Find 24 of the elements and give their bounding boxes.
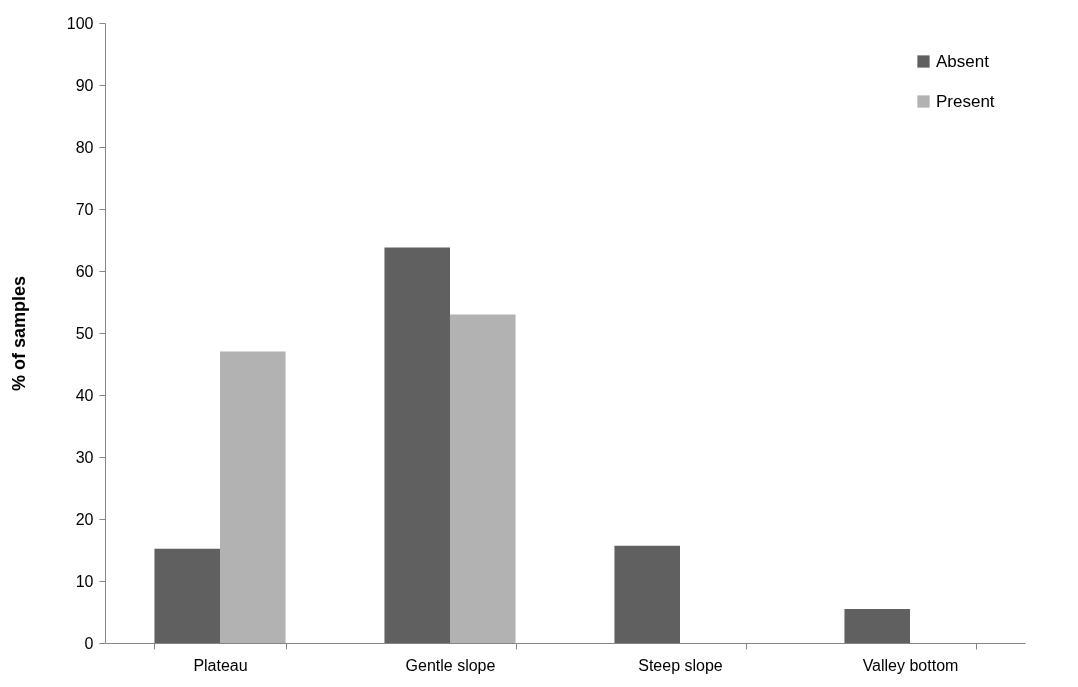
- bar: [384, 247, 450, 643]
- bar: [154, 548, 220, 643]
- y-tick-label: 50: [75, 324, 94, 342]
- y-axis-title: % of samples: [8, 275, 29, 392]
- legend-label: Absent: [936, 51, 990, 71]
- y-tick-label: 60: [75, 262, 94, 280]
- x-tick-label: Valley bottom: [862, 656, 959, 674]
- y-tick-label: 40: [75, 386, 94, 404]
- y-tick-label: 30: [75, 448, 94, 466]
- y-tick-label: 90: [75, 76, 94, 94]
- y-tick-label: 70: [75, 200, 94, 218]
- bar: [220, 351, 286, 643]
- x-tick-label: Steep slope: [638, 656, 723, 674]
- y-tick-label: 20: [75, 510, 94, 528]
- x-tick-label: Gentle slope: [405, 656, 496, 674]
- legend-label: Present: [936, 91, 995, 111]
- bar: [844, 608, 910, 643]
- y-tick-label: 0: [84, 634, 94, 652]
- x-tick-label: Plateau: [193, 656, 248, 674]
- bar: [450, 314, 516, 643]
- bar: [614, 545, 680, 643]
- y-tick-label: 10: [75, 572, 94, 590]
- y-tick-label: 100: [66, 14, 94, 32]
- y-tick-label: 80: [75, 138, 94, 156]
